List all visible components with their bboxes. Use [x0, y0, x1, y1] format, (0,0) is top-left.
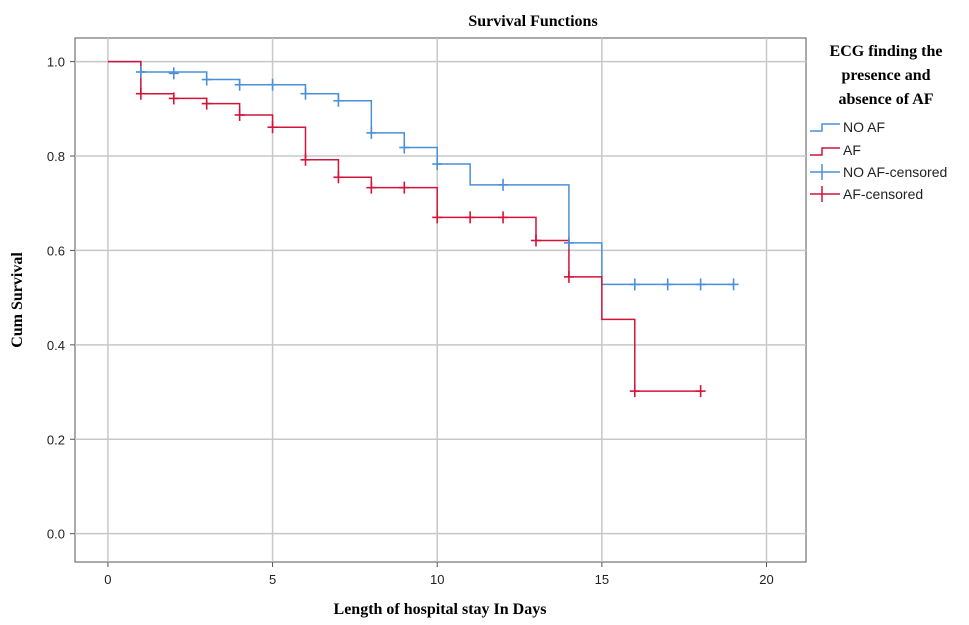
censor-mark-no-af: [135, 65, 146, 78]
censor-mark-af: [366, 181, 377, 194]
censor-mark-no-af: [695, 278, 706, 291]
censor-mark-no-af: [498, 178, 509, 191]
y-tick-label: 0.4: [47, 338, 65, 353]
legend-title-line-2: presence and: [841, 67, 930, 84]
censor-mark-af: [201, 97, 212, 110]
y-tick-label: 0.8: [47, 149, 65, 164]
censor-mark-af: [563, 270, 574, 283]
censor-mark-no-af: [662, 278, 673, 291]
censor-mark-no-af: [432, 158, 443, 171]
axis-ticks: 0 5 10 15 20 0.0 0.2 0.4 0.6 0.8 1.0: [47, 55, 774, 587]
censor-mark-af: [267, 121, 278, 134]
censor-mark-no-af: [168, 67, 179, 80]
legend-label-no-af-censored: NO AF-censored: [843, 164, 947, 180]
censor-mark-no-af: [267, 78, 278, 91]
legend-label-af-censored: AF-censored: [843, 186, 923, 202]
legend: ECG finding the presence and absence of …: [810, 43, 947, 202]
censor-mark-af: [629, 385, 640, 398]
x-tick-label: 0: [104, 572, 111, 587]
censor-markers: [135, 65, 739, 398]
x-tick-label: 20: [759, 572, 773, 587]
legend-swatch-af-censored: [810, 186, 840, 202]
legend-title-line-1: ECG finding the: [830, 43, 943, 60]
censor-mark-af: [465, 211, 476, 224]
censor-mark-no-af: [300, 87, 311, 100]
plot-frame: [74, 37, 807, 563]
censor-mark-no-af: [366, 126, 377, 139]
x-axis-label: Length of hospital stay In Days: [334, 601, 547, 618]
censor-mark-no-af: [399, 141, 410, 154]
censor-mark-no-af: [629, 278, 640, 291]
censor-mark-af: [333, 171, 344, 184]
x-tick-label: 15: [595, 572, 609, 587]
censor-mark-no-af: [563, 236, 574, 249]
x-tick-label: 10: [430, 572, 444, 587]
y-tick-label: 0.0: [47, 527, 65, 542]
y-tick-label: 0.6: [47, 243, 65, 258]
chart-title: Survival Functions: [468, 13, 597, 30]
legend-title-line-3: absence of AF: [838, 91, 933, 108]
x-tick-label: 5: [269, 572, 276, 587]
censor-mark-af: [530, 234, 541, 247]
y-axis-label: Cum Survival: [9, 252, 26, 348]
legend-swatch-af: [810, 147, 840, 156]
y-tick-label: 1.0: [47, 55, 65, 70]
legend-label-no-af: NO AF: [843, 119, 885, 135]
legend-swatch-no-af: [810, 123, 840, 132]
censor-mark-af: [234, 108, 245, 121]
legend-swatch-no-af-censored: [810, 164, 840, 180]
censor-mark-af: [135, 87, 146, 100]
censor-mark-af: [498, 211, 509, 224]
censor-mark-no-af: [201, 73, 212, 86]
censor-mark-af: [300, 153, 311, 166]
series-line-af: [107, 60, 701, 392]
legend-label-af: AF: [843, 142, 861, 158]
censor-mark-af: [168, 92, 179, 105]
censor-mark-af: [399, 181, 410, 194]
censor-mark-af: [695, 385, 706, 398]
censor-mark-no-af: [234, 78, 245, 91]
y-tick-label: 0.2: [47, 432, 65, 447]
censor-mark-no-af: [333, 94, 344, 107]
censor-mark-af: [432, 211, 443, 224]
censor-mark-no-af: [728, 278, 739, 291]
